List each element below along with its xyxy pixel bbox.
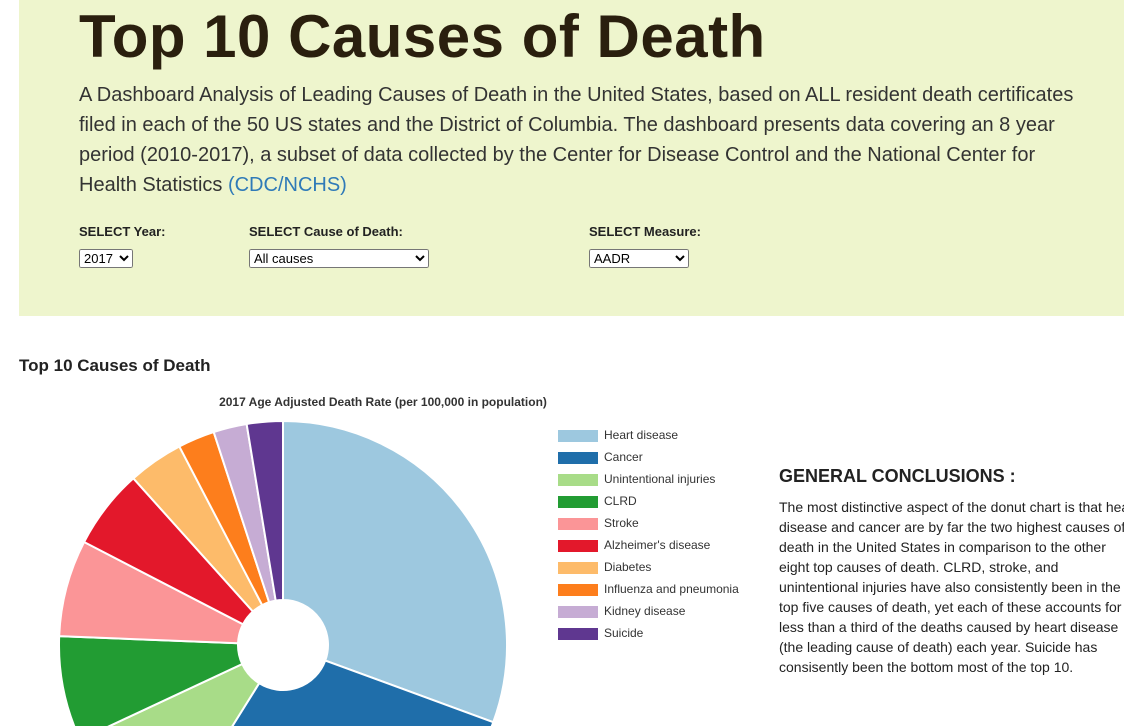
measure-filter: SELECT Measure: AADR xyxy=(589,224,701,268)
legend-swatch xyxy=(558,562,598,574)
chart: 2017 Age Adjusted Death Rate (per 100,00… xyxy=(58,395,739,726)
donut-slice xyxy=(58,635,244,726)
legend-label: CLRD xyxy=(604,494,637,508)
cause-select[interactable]: All causes xyxy=(249,249,429,268)
source-link[interactable]: (CDC/NCHS) xyxy=(227,174,347,196)
chart-title: 2017 Age Adjusted Death Rate (per 100,00… xyxy=(219,395,547,409)
description-text: A Dashboard Analysis of Leading Causes o… xyxy=(79,84,1074,196)
legend-label: Suicide xyxy=(604,626,644,640)
donut-slice xyxy=(231,659,495,726)
legend-label: Alzheimer's disease xyxy=(604,538,711,552)
donut-slice xyxy=(245,419,284,602)
legend-swatch xyxy=(558,452,598,464)
legend-swatch xyxy=(558,496,598,508)
legend-swatch xyxy=(558,474,598,486)
legend-swatch xyxy=(558,606,598,618)
conclusions-text: The most distinctive aspect of the donut… xyxy=(779,499,1124,675)
header: Top 10 Causes of Death A Dashboard Analy… xyxy=(19,0,1124,316)
legend-swatch xyxy=(558,430,598,442)
section-title: Top 10 Causes of Death xyxy=(19,356,211,375)
legend-label: Diabetes xyxy=(604,560,651,574)
legend-swatch xyxy=(558,584,598,596)
conclusions-title: GENERAL CONCLUSIONS : xyxy=(779,466,1016,486)
page-title: Top 10 Causes of Death xyxy=(79,3,766,70)
year-filter: SELECT Year: 2017 xyxy=(79,224,165,268)
legend-swatch xyxy=(558,628,598,640)
donut-slice xyxy=(107,662,261,726)
legend-label: Unintentional injuries xyxy=(604,472,715,486)
legend-swatch xyxy=(558,518,598,530)
filter-label: SELECT Cause of Death: xyxy=(249,224,403,239)
year-select[interactable]: 2017 xyxy=(79,249,133,268)
cause-filter: SELECT Cause of Death: All causes xyxy=(249,224,429,268)
legend-label: Heart disease xyxy=(604,428,678,442)
legend-label: Stroke xyxy=(604,516,639,530)
description: A Dashboard Analysis of Leading Causes o… xyxy=(79,80,1079,200)
legend-swatch xyxy=(558,540,598,552)
conclusions: GENERAL CONCLUSIONS : The most distincti… xyxy=(779,466,1124,677)
filter-label: SELECT Measure: xyxy=(589,224,701,239)
legend-label: Kidney disease xyxy=(604,604,686,618)
legend-label: Cancer xyxy=(604,450,643,464)
legend-label: Influenza and pneumonia xyxy=(604,582,739,596)
donut-slice xyxy=(282,419,508,724)
filter-label: SELECT Year: xyxy=(79,224,166,239)
measure-select[interactable]: AADR xyxy=(589,249,689,268)
